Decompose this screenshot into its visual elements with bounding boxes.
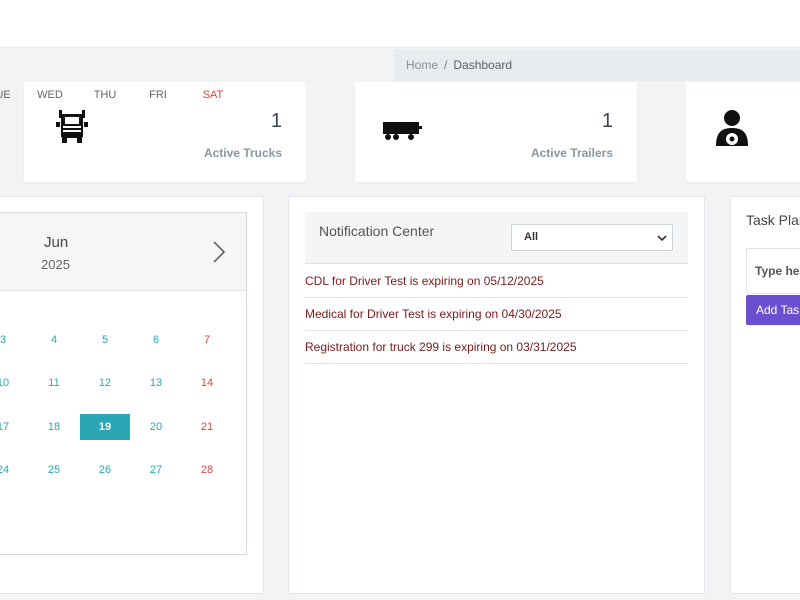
notification-filter-select[interactable]: All — [511, 224, 673, 251]
calendar-month: Jun — [44, 234, 69, 251]
notification-header: Notification Center All — [305, 212, 688, 264]
breadcrumb-home-link[interactable]: Home — [406, 58, 439, 72]
calendar-day[interactable]: 12 — [98, 377, 112, 389]
task-planner-title: Task Plar — [746, 212, 800, 228]
calendar-day[interactable]: 18 — [47, 421, 61, 433]
calendar-day[interactable]: 10 — [0, 377, 10, 389]
calendar-day[interactable]: 25 — [47, 464, 61, 476]
calendar-day[interactable]: 17 — [0, 421, 10, 433]
calendar-day[interactable]: 21 — [200, 421, 214, 433]
weekday-fri: FRI — [149, 89, 167, 101]
calendar-day[interactable]: 27 — [149, 464, 163, 476]
active-trucks-label: Active Trucks — [203, 146, 282, 160]
active-drivers-card[interactable] — [686, 82, 800, 182]
calendar-day[interactable]: 4 — [50, 334, 58, 346]
notification-filter-value: All — [524, 231, 539, 243]
calendar-day[interactable]: 11 — [48, 377, 60, 389]
breadcrumb-current: Dashboard — [453, 58, 513, 72]
calendar-day[interactable]: 13 — [149, 377, 163, 389]
notification-title: Notification Center — [319, 223, 435, 239]
chevron-right-icon[interactable] — [209, 237, 229, 267]
weekday-thu: THU — [93, 89, 117, 101]
calendar-day-today[interactable]: 19 — [80, 414, 130, 440]
task-input[interactable]: Type he — [746, 248, 800, 294]
notification-item[interactable]: CDL for Driver Test is expiring on 05/12… — [305, 265, 688, 298]
calendar-day[interactable]: 7 — [203, 334, 211, 346]
weekday-wed: WED — [37, 89, 63, 101]
trailer-icon — [383, 108, 423, 148]
calendar-day[interactable]: 6 — [152, 334, 160, 346]
chevron-down-icon — [657, 233, 667, 243]
calendar-day[interactable]: 14 — [200, 377, 214, 389]
breadcrumb-separator: / — [444, 58, 448, 72]
notification-item[interactable]: Medical for Driver Test is expiring on 0… — [305, 298, 688, 331]
calendar-day[interactable]: 24 — [0, 464, 10, 476]
driver-icon — [714, 108, 754, 148]
calendar-day[interactable]: 26 — [98, 464, 112, 476]
calendar-day[interactable]: 20 — [149, 421, 163, 433]
calendar-day[interactable]: 5 — [101, 334, 109, 346]
calendar-year: 2025 — [41, 257, 70, 272]
active-trucks-card[interactable]: 1 Active Trucks — [24, 82, 306, 182]
weekday-sat: SAT — [202, 89, 224, 101]
calendar-day[interactable]: 28 — [200, 464, 214, 476]
notification-item[interactable]: Registration for truck 299 is expiring o… — [305, 331, 688, 364]
active-trailers-label: Active Trailers — [530, 146, 613, 160]
top-navbar — [0, 0, 800, 48]
active-trucks-count: 1 — [270, 110, 282, 132]
breadcrumb: Home / Dashboard — [394, 49, 800, 81]
calendar-header: Jun 2025 — [0, 213, 246, 291]
weekday-tue: UE — [0, 89, 11, 101]
active-trailers-card[interactable]: 1 Active Trailers — [355, 82, 637, 182]
calendar: Jun 2025 — [0, 212, 247, 555]
truck-icon — [52, 108, 92, 148]
calendar-day[interactable]: 3 — [0, 334, 7, 346]
active-trailers-count: 1 — [601, 110, 613, 132]
add-task-button[interactable]: Add Tas — [746, 295, 800, 325]
